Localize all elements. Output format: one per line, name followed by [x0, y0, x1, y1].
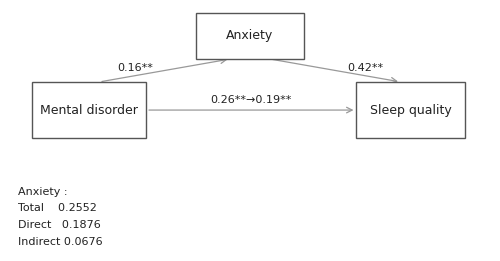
FancyBboxPatch shape: [32, 82, 146, 138]
Text: Anxiety :: Anxiety :: [18, 187, 67, 197]
Text: 0.42**: 0.42**: [347, 63, 383, 73]
Text: 0.26**→0.19**: 0.26**→0.19**: [210, 95, 292, 105]
Text: Direct   0.1876: Direct 0.1876: [18, 220, 100, 230]
Text: Mental disorder: Mental disorder: [40, 104, 138, 117]
Text: Total    0.2552: Total 0.2552: [18, 203, 96, 213]
FancyBboxPatch shape: [356, 82, 465, 138]
FancyBboxPatch shape: [196, 13, 304, 59]
Text: Anxiety: Anxiety: [226, 29, 274, 43]
Text: Sleep quality: Sleep quality: [370, 104, 452, 117]
Text: Indirect 0.0676: Indirect 0.0676: [18, 236, 102, 246]
Text: 0.16**: 0.16**: [117, 63, 153, 73]
